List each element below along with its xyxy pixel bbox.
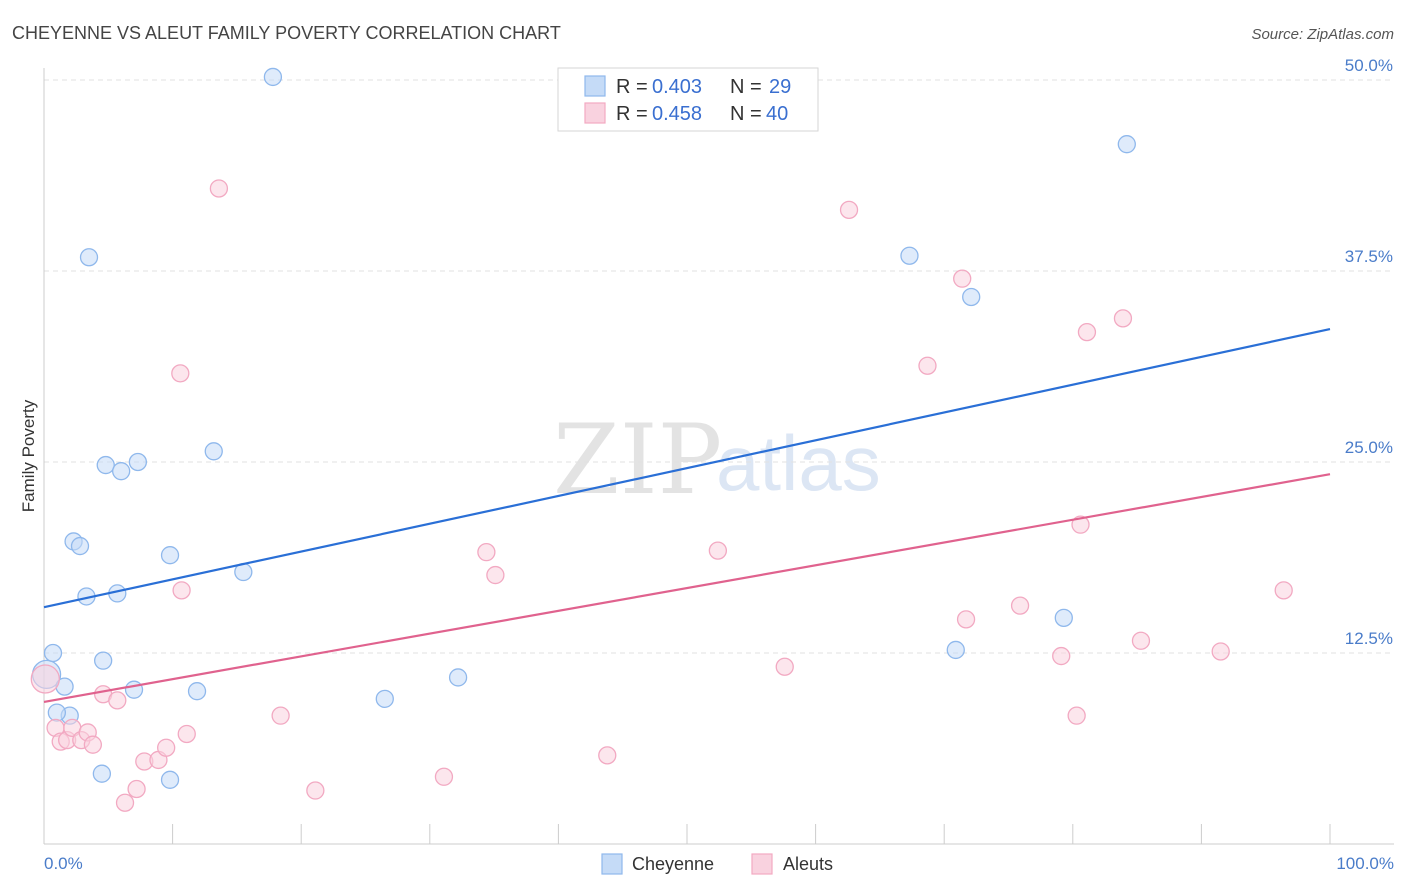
y-tick-label: 12.5% — [1345, 629, 1393, 648]
legend-n-value-cheyenne: 29 — [769, 76, 791, 98]
axes — [43, 68, 1394, 845]
data-point-cheyenne — [70, 536, 90, 556]
data-point-aleuts — [598, 746, 617, 765]
data-point-cheyenne — [204, 442, 223, 461]
legend-swatch-cheyenne — [584, 75, 606, 97]
data-point-cheyenne — [187, 682, 207, 701]
trend-line-aleuts — [43, 473, 1331, 703]
series-aleuts — [30, 179, 1293, 812]
data-point-cheyenne — [448, 668, 468, 687]
chart-title: CHEYENNE VS ALEUT FAMILY POVERTY CORRELA… — [12, 23, 561, 43]
y-tick-labels: 12.5% 25.0% 37.5% 50.0% — [1345, 56, 1393, 648]
data-point-aleuts — [1113, 309, 1133, 328]
data-point-aleuts — [177, 724, 196, 744]
data-point-cheyenne — [1117, 135, 1136, 154]
series-legend-label-aleuts: Aleuts — [783, 854, 833, 874]
data-point-cheyenne — [263, 67, 283, 87]
legend-r-value-cheyenne: 0.403 — [652, 76, 702, 98]
data-point-cheyenne — [160, 770, 180, 789]
series-legend-label-cheyenne: Cheyenne — [632, 854, 714, 874]
data-point-cheyenne — [128, 452, 148, 472]
data-point-aleuts — [1131, 631, 1151, 650]
x-tick-label-max: 100.0% — [1336, 854, 1394, 873]
data-point-cheyenne — [79, 248, 99, 267]
watermark: ZIP atlas — [553, 404, 881, 516]
y-axis-label: Family Poverty — [19, 399, 38, 512]
legend-n-label-cheyenne: N = — [730, 76, 762, 98]
data-point-aleuts — [1211, 642, 1230, 661]
data-point-aleuts — [115, 793, 135, 812]
data-point-aleuts — [157, 738, 176, 757]
y-tick-label: 37.5% — [1345, 247, 1393, 266]
series-legend-swatch-aleuts — [751, 853, 773, 875]
data-point-cheyenne — [94, 651, 113, 670]
series-legend-swatch-cheyenne — [601, 853, 623, 875]
data-point-cheyenne — [47, 703, 67, 722]
data-point-aleuts — [956, 610, 976, 629]
data-point-aleuts — [775, 657, 794, 676]
data-point-cheyenne — [160, 546, 180, 565]
trend-lines — [43, 327, 1331, 703]
data-point-aleuts — [83, 735, 103, 754]
data-point-cheyenne — [96, 455, 115, 475]
watermark-atlas: atlas — [716, 419, 881, 507]
data-point-cheyenne — [1054, 608, 1073, 628]
series-legend: Cheyenne Aleuts — [601, 853, 833, 875]
data-point-aleuts — [271, 706, 290, 725]
stats-legend: R = 0.403 N = 29 R = 0.458 N = 40 — [557, 67, 819, 132]
data-point-aleuts — [127, 779, 146, 799]
data-point-cheyenne — [900, 246, 919, 265]
data-point-aleuts — [171, 364, 190, 383]
data-point-cheyenne — [92, 764, 112, 783]
data-point-aleuts — [209, 179, 229, 198]
data-point-aleuts — [708, 541, 728, 560]
data-point-aleuts — [477, 543, 496, 562]
legend-n-label-aleuts: N = — [730, 103, 762, 125]
data-point-aleuts — [839, 200, 859, 220]
data-point-aleuts — [434, 767, 454, 786]
legend-n-value-aleuts: 40 — [766, 103, 788, 125]
chart-source: Source: ZipAtlas.com — [1251, 26, 1394, 43]
data-point-cheyenne — [124, 680, 144, 699]
y-tick-label: 25.0% — [1345, 438, 1393, 457]
data-point-cheyenne — [375, 689, 394, 708]
data-point-cheyenne — [112, 462, 131, 481]
legend-r-value-aleuts: 0.458 — [652, 103, 702, 125]
legend-r-label-aleuts: R = — [616, 103, 648, 125]
data-point-aleuts — [1067, 706, 1086, 725]
data-point-aleuts — [1071, 515, 1090, 534]
trend-line-cheyenne — [43, 327, 1331, 609]
watermark-zip: ZIP — [553, 404, 722, 516]
legend-r-label-cheyenne: R = — [616, 76, 648, 98]
data-point-aleuts — [1052, 646, 1071, 666]
legend-swatch-aleuts — [584, 102, 606, 124]
data-point-cheyenne — [43, 643, 63, 663]
data-point-cheyenne — [946, 640, 965, 660]
data-point-aleuts — [306, 781, 325, 800]
data-point-aleuts — [486, 565, 505, 585]
data-point-aleuts — [953, 269, 972, 288]
data-point-aleuts — [30, 664, 60, 694]
data-points — [30, 67, 1293, 812]
data-point-aleuts — [918, 356, 937, 375]
data-point-aleuts — [1077, 322, 1097, 342]
data-point-aleuts — [108, 691, 127, 710]
data-point-cheyenne — [962, 287, 981, 307]
y-tick-label: 50.0% — [1345, 56, 1393, 75]
data-point-aleuts — [172, 581, 191, 600]
data-point-aleuts — [1274, 581, 1293, 600]
x-tick-label-min: 0.0% — [44, 854, 83, 873]
data-point-aleuts — [1010, 596, 1030, 615]
